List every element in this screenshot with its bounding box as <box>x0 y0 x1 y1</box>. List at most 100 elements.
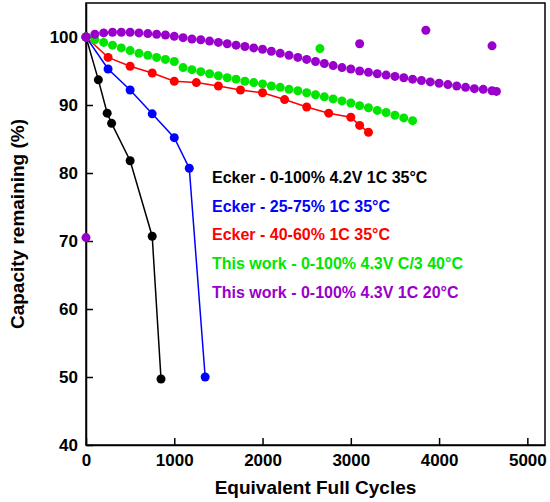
data-point <box>443 80 452 89</box>
data-point <box>214 81 223 90</box>
series-line <box>86 37 368 132</box>
data-point <box>346 113 355 122</box>
data-point <box>346 64 355 73</box>
data-point <box>104 53 113 62</box>
data-point <box>390 111 399 120</box>
series-markers <box>82 33 373 137</box>
data-point <box>364 128 373 137</box>
data-point <box>205 37 214 46</box>
data-point <box>232 41 241 50</box>
y-tick-mark <box>86 445 93 447</box>
data-point <box>280 95 289 104</box>
data-point <box>417 76 426 85</box>
x-tick-mark <box>439 438 441 445</box>
data-point <box>488 41 497 50</box>
data-point <box>201 373 210 382</box>
data-point <box>461 83 470 92</box>
data-point <box>421 26 430 35</box>
data-point <box>470 84 479 93</box>
x-tick: 2000 <box>244 438 282 470</box>
x-tick: 4000 <box>421 438 459 470</box>
data-area <box>82 26 501 384</box>
data-point <box>108 41 117 50</box>
data-point <box>267 47 276 56</box>
data-point <box>355 121 364 130</box>
y-tick-label: 100 <box>50 28 78 47</box>
data-point <box>99 38 108 47</box>
data-point <box>390 72 399 81</box>
x-tick-mark <box>262 438 264 445</box>
y-tick: 80 <box>59 164 93 183</box>
data-point <box>315 44 324 53</box>
y-tick-label: 70 <box>59 232 78 251</box>
x-tick-label: 2000 <box>244 451 282 470</box>
data-point <box>108 28 117 37</box>
data-point <box>82 33 91 42</box>
data-point <box>258 45 267 54</box>
legend: Ecker - 0-100% 4.2V 1C 35°CEcker - 25-75… <box>212 169 463 301</box>
data-point <box>196 35 205 44</box>
data-point <box>214 38 223 47</box>
data-point <box>185 164 194 173</box>
data-point <box>223 39 232 48</box>
data-point <box>373 69 382 78</box>
y-tick: 40 <box>59 436 93 455</box>
data-point <box>302 55 311 64</box>
data-point <box>302 103 311 112</box>
data-point <box>337 63 346 72</box>
data-point <box>408 116 417 125</box>
x-tick: 5000 <box>509 438 547 470</box>
data-point <box>82 33 91 42</box>
x-tick: 3000 <box>332 438 370 470</box>
data-point <box>399 73 408 82</box>
data-point <box>82 33 91 42</box>
data-point <box>364 68 373 77</box>
data-point <box>329 61 338 70</box>
y-tick-label: 60 <box>59 300 78 319</box>
data-point <box>236 86 245 95</box>
y-tick-mark <box>86 309 93 311</box>
data-point <box>143 51 152 60</box>
data-point <box>249 78 258 87</box>
x-tick-mark <box>351 438 353 445</box>
data-point <box>285 51 294 60</box>
y-tick: 90 <box>59 96 93 115</box>
data-point <box>276 49 285 58</box>
y-tick-mark <box>86 377 93 379</box>
data-point <box>90 30 99 39</box>
data-point <box>82 233 91 242</box>
data-point <box>355 39 364 48</box>
data-point <box>161 55 170 64</box>
data-point <box>492 87 501 96</box>
data-point <box>148 69 157 78</box>
data-point <box>82 33 91 42</box>
data-point <box>103 109 112 118</box>
data-point <box>435 79 444 88</box>
data-point <box>152 30 161 39</box>
legend-entry: This work - 0-100% 4.3V C/3 40°C <box>212 255 463 272</box>
data-point <box>276 83 285 92</box>
data-point <box>179 33 188 42</box>
data-point <box>302 88 311 97</box>
y-tick-mark <box>86 173 93 175</box>
y-tick: 60 <box>59 300 93 319</box>
data-point <box>161 30 170 39</box>
chart: 010002000300040005000405060708090100Ecke… <box>0 0 550 502</box>
data-point <box>148 109 157 118</box>
data-point <box>293 53 302 62</box>
data-point <box>148 232 157 241</box>
data-point <box>324 109 333 118</box>
data-point <box>134 28 143 37</box>
legend-entry: Ecker - 0-100% 4.2V 1C 35°C <box>212 169 428 186</box>
y-tick-label: 50 <box>59 368 78 387</box>
data-point <box>329 94 338 103</box>
x-tick-mark <box>527 438 529 445</box>
y-axis: 40 50 60 70 80 90 100 <box>50 4 93 455</box>
data-point <box>187 65 196 74</box>
data-point <box>337 96 346 105</box>
data-point <box>179 63 188 72</box>
data-point <box>170 77 179 86</box>
data-point <box>408 75 417 84</box>
data-point <box>285 85 294 94</box>
x-axis-title: Equivalent Full Cycles <box>215 477 417 498</box>
